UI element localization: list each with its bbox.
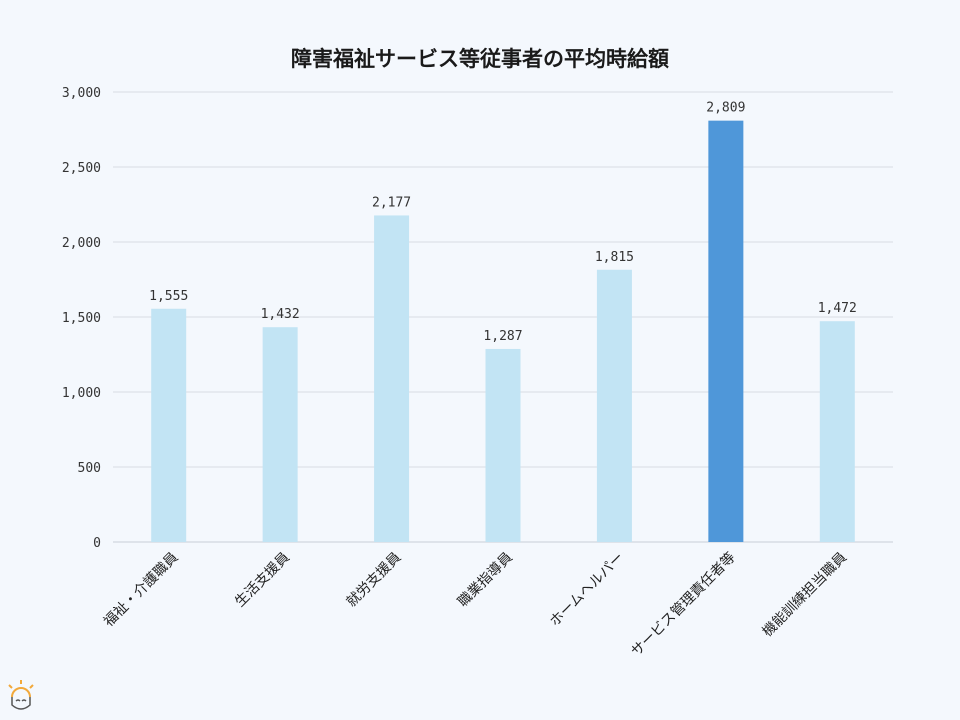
y-tick-label: 500 — [78, 461, 101, 476]
x-axis-ticks: 福祉・介護職員 生活支援員 就労支援員 職業指導員 ホームヘルパー サービス管理責任者等機… — [101, 549, 850, 660]
data-label: 1,815 — [595, 250, 634, 265]
bar — [151, 308, 187, 542]
bar — [262, 327, 298, 542]
data-label: 1,432 — [261, 307, 300, 322]
data-label: 1,472 — [818, 301, 857, 316]
x-tick-label: 福祉・介護職員 — [101, 550, 182, 631]
x-tick-label: 就労支援員 — [344, 550, 405, 611]
y-tick-label: 1,000 — [62, 386, 101, 401]
bar — [596, 269, 632, 542]
y-tick-label: 2,000 — [62, 236, 101, 251]
x-tick-label: サービス管理責任者等 — [628, 549, 739, 660]
bars — [151, 120, 855, 543]
y-axis-ticks: 0 500 1,000 1,500 2,000 2,500 3,000 — [62, 86, 101, 551]
data-label: 1,555 — [149, 289, 188, 304]
bar — [708, 120, 744, 543]
y-tick-label: 1,500 — [62, 311, 101, 326]
bar — [374, 215, 410, 542]
data-label: 2,809 — [706, 101, 745, 116]
data-label: 1,287 — [483, 329, 522, 344]
data-labels: 1,555 1,432 2,177 1,287 1,815 2,809 1,472 — [149, 101, 857, 344]
bar — [485, 348, 521, 542]
y-tick-label: 0 — [93, 536, 101, 551]
sun-face-logo-icon — [8, 680, 34, 710]
x-tick-label: 職業指導員 — [455, 550, 516, 611]
chart-title: 障害福祉サービス等従事者の平均時給額 — [291, 47, 669, 71]
y-tick-label: 3,000 — [62, 86, 101, 101]
x-tick-label: ホームヘルパー — [547, 550, 627, 630]
x-tick-label: 生活支援員 — [232, 550, 293, 611]
x-tick-label: 機能訓練担当職員 — [760, 550, 851, 641]
bar — [819, 321, 855, 542]
y-tick-label: 2,500 — [62, 161, 101, 176]
data-label: 2,177 — [372, 195, 411, 210]
